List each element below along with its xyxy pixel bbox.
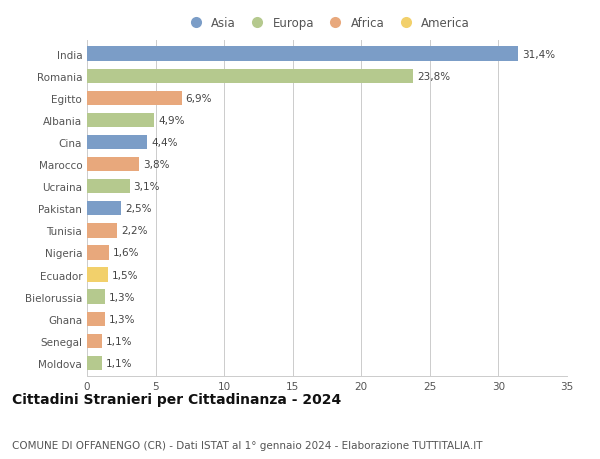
Bar — [87, 113, 154, 128]
Text: 1,3%: 1,3% — [109, 314, 136, 324]
Bar — [87, 356, 102, 370]
Bar — [87, 69, 413, 84]
Text: 3,8%: 3,8% — [143, 160, 170, 170]
Text: COMUNE DI OFFANENGO (CR) - Dati ISTAT al 1° gennaio 2024 - Elaborazione TUTTITAL: COMUNE DI OFFANENGO (CR) - Dati ISTAT al… — [12, 440, 482, 450]
Bar — [87, 179, 130, 194]
Text: 1,3%: 1,3% — [109, 292, 136, 302]
Text: 1,1%: 1,1% — [106, 336, 133, 346]
Bar — [87, 135, 148, 150]
Text: Cittadini Stranieri per Cittadinanza - 2024: Cittadini Stranieri per Cittadinanza - 2… — [12, 392, 341, 406]
Legend: Asia, Europa, Africa, America: Asia, Europa, Africa, America — [181, 14, 473, 34]
Text: 23,8%: 23,8% — [418, 72, 451, 82]
Text: 4,9%: 4,9% — [158, 116, 185, 126]
Bar — [87, 91, 182, 106]
Text: 1,5%: 1,5% — [112, 270, 138, 280]
Bar — [87, 202, 121, 216]
Bar — [87, 334, 102, 348]
Text: 31,4%: 31,4% — [522, 50, 555, 60]
Text: 6,9%: 6,9% — [186, 94, 212, 104]
Bar — [87, 47, 518, 62]
Text: 4,4%: 4,4% — [151, 138, 178, 148]
Text: 1,1%: 1,1% — [106, 358, 133, 368]
Text: 1,6%: 1,6% — [113, 248, 140, 258]
Bar — [87, 268, 107, 282]
Text: 2,5%: 2,5% — [125, 204, 152, 214]
Text: 3,1%: 3,1% — [134, 182, 160, 192]
Text: 2,2%: 2,2% — [121, 226, 148, 236]
Bar — [87, 224, 117, 238]
Bar — [87, 312, 105, 326]
Bar — [87, 246, 109, 260]
Bar — [87, 157, 139, 172]
Bar — [87, 290, 105, 304]
